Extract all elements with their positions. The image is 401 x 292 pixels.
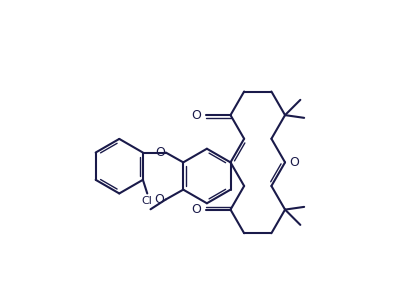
Text: O: O: [192, 109, 202, 122]
Text: O: O: [192, 203, 202, 216]
Text: O: O: [154, 193, 164, 206]
Text: O: O: [155, 146, 165, 159]
Text: O: O: [290, 156, 299, 169]
Text: Cl: Cl: [142, 196, 153, 206]
